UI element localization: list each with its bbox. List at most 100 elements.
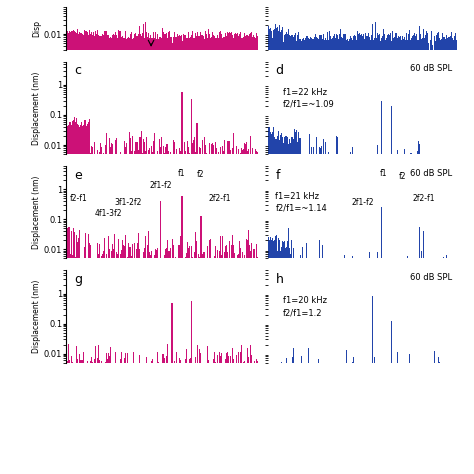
Bar [80,33,81,474]
Bar [397,352,398,474]
Bar [427,175,428,474]
Bar [106,133,107,474]
Bar [174,142,175,474]
Bar [377,146,378,474]
Bar [198,36,199,474]
Bar [89,119,90,474]
Bar [226,156,227,474]
Bar [171,38,172,474]
Bar [165,249,166,474]
Bar [123,245,124,474]
Bar [245,153,246,474]
Bar [218,260,219,474]
Bar [120,284,121,474]
Bar [310,37,311,474]
Bar [430,40,431,474]
Bar [363,383,364,474]
Bar [405,279,406,474]
Bar [312,173,313,474]
Bar [359,369,360,474]
Bar [75,32,76,474]
Bar [314,37,315,474]
Bar [335,279,336,474]
Bar [252,36,253,474]
Bar [298,32,299,474]
Bar [147,163,148,474]
Bar [275,375,276,474]
Bar [285,136,286,474]
Bar [226,353,227,474]
Bar [189,246,190,474]
Bar [381,383,382,474]
Bar [163,40,164,474]
Bar [138,394,139,474]
Bar [248,357,249,474]
Bar [238,275,239,474]
Bar [109,353,110,474]
Bar [216,375,217,474]
Bar [353,36,354,474]
Bar [403,383,404,474]
Bar [432,45,433,474]
Bar [95,273,96,474]
Bar [189,38,190,474]
Bar [320,383,321,474]
Bar [161,381,162,474]
Bar [233,359,234,474]
Bar [354,279,355,474]
Bar [146,257,147,474]
Bar [99,274,100,474]
Bar [442,276,443,474]
Bar [171,157,172,474]
Bar [157,246,158,474]
Bar [294,383,295,474]
Bar [371,383,372,474]
Bar [349,39,350,474]
Bar [288,29,289,474]
Bar [292,268,293,474]
Bar [425,175,426,474]
Bar [82,35,83,474]
Y-axis label: Displacement (nm): Displacement (nm) [32,280,41,353]
Bar [137,369,138,474]
Y-axis label: Displacement (nm): Displacement (nm) [32,71,41,145]
Bar [230,33,231,474]
Bar [167,144,168,474]
Bar [285,35,286,474]
Bar [339,279,340,474]
Bar [141,131,142,474]
Bar [272,383,273,474]
Bar [296,41,297,474]
Bar [155,181,156,474]
Bar [195,232,196,474]
Bar [191,119,192,474]
Bar [223,365,224,474]
Bar [71,30,72,474]
Bar [78,125,79,474]
Bar [129,38,130,474]
Bar [194,252,195,474]
Bar [207,242,208,474]
Bar [311,147,312,474]
Bar [340,175,341,474]
Bar [230,356,231,474]
Bar [182,181,183,474]
Bar [89,253,90,474]
Bar [114,35,115,474]
Bar [211,395,212,474]
Bar [188,369,189,474]
Bar [97,150,98,474]
Bar [271,240,272,474]
Bar [428,383,429,474]
Bar [69,31,70,474]
Bar [435,383,436,474]
Bar [321,272,322,474]
Bar [275,24,276,474]
Bar [308,175,309,474]
Bar [203,252,204,474]
Bar [285,248,286,474]
Bar [219,32,220,474]
Bar [136,236,137,474]
Bar [207,35,208,474]
Bar [234,379,235,474]
